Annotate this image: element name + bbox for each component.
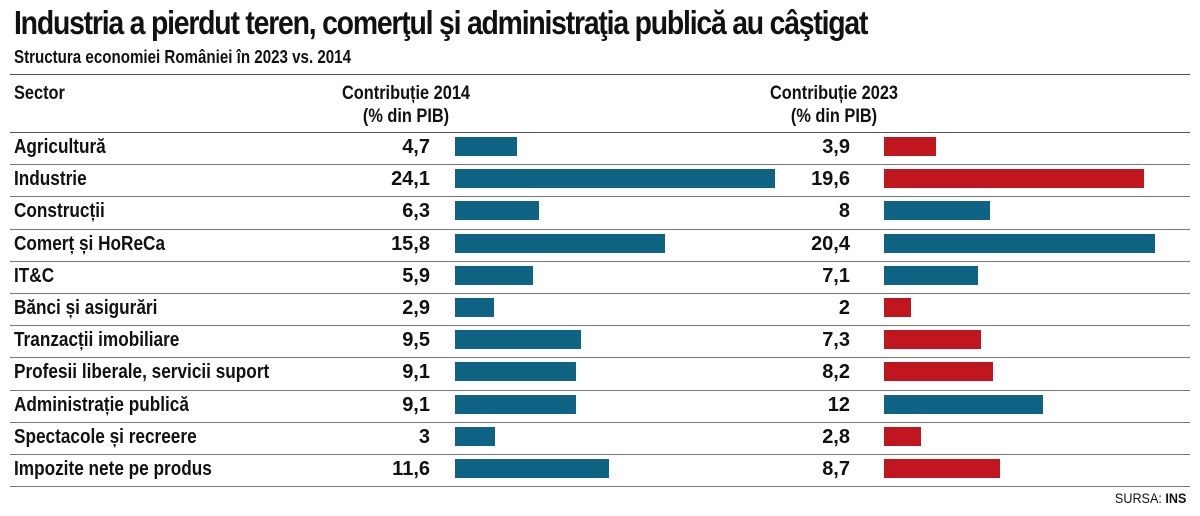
value-2023: 2 bbox=[838, 297, 850, 319]
value-2023: 19,6 bbox=[811, 168, 850, 191]
sector-label: Profesii liberale, servicii suport bbox=[14, 361, 270, 384]
header-2023-line1: Contribuție 2023 bbox=[769, 83, 899, 104]
sector-label: Administrație publică bbox=[14, 393, 189, 416]
chart-title: Industria a pierdut teren, comerţul şi a… bbox=[14, 4, 868, 41]
row-divider bbox=[10, 389, 1190, 391]
bar-2014 bbox=[455, 137, 518, 156]
top-rule bbox=[10, 74, 1190, 75]
sector-label: Impozite nete pe produs bbox=[14, 458, 212, 480]
table-row: IT&C 5,9 7,1 bbox=[10, 262, 1190, 294]
header-2023: Contribuție 2023 (% din PIB) bbox=[748, 82, 920, 128]
value-2023: 8 bbox=[838, 200, 850, 223]
value-2023: 7,3 bbox=[822, 329, 850, 352]
row-divider bbox=[10, 164, 1190, 166]
row-divider bbox=[10, 292, 1190, 294]
table-row: Construcții 6,3 8 bbox=[10, 197, 1190, 230]
bar-2014 bbox=[455, 330, 582, 350]
sector-label: Comerț și HoReCa bbox=[14, 232, 166, 255]
chart-subtitle: Structura economiei României în 2023 vs.… bbox=[14, 47, 351, 67]
header-2014-line1: Contribuție 2014 bbox=[341, 83, 471, 104]
source-note: SURSA: INS bbox=[1115, 490, 1186, 506]
sector-label: IT&C bbox=[14, 264, 55, 287]
value-2014: 15,8 bbox=[391, 232, 430, 255]
bar-2014 bbox=[455, 362, 576, 382]
value-2023: 20,4 bbox=[811, 232, 850, 255]
header-2014: Contribuție 2014 (% din PIB) bbox=[320, 82, 492, 128]
row-divider bbox=[10, 486, 1190, 488]
value-2014: 9,1 bbox=[402, 361, 430, 384]
bar-2014 bbox=[455, 298, 494, 317]
header-2023-line2: (% din PIB) bbox=[790, 106, 878, 127]
value-2014: 24,1 bbox=[391, 168, 430, 191]
value-2023: 8,2 bbox=[822, 361, 850, 384]
bar-2023 bbox=[884, 459, 1000, 478]
table-row: Impozite nete pe produs 11,6 8,7 bbox=[10, 455, 1190, 488]
row-divider bbox=[10, 196, 1190, 198]
sector-label: Industrie bbox=[14, 168, 87, 191]
bar-2014 bbox=[455, 169, 775, 189]
sector-label: Tranzacții imobiliare bbox=[14, 329, 180, 352]
row-divider bbox=[10, 260, 1190, 262]
bar-2023 bbox=[884, 298, 911, 317]
bar-2014 bbox=[455, 201, 539, 221]
value-2014: 5,9 bbox=[402, 264, 430, 287]
value-2014: 9,5 bbox=[402, 329, 430, 352]
bar-2023 bbox=[884, 137, 936, 156]
value-2023: 3,9 bbox=[822, 136, 850, 158]
bar-2014 bbox=[455, 394, 576, 414]
table-row: Tranzacții imobiliare 9,5 7,3 bbox=[10, 326, 1190, 359]
value-2023: 12 bbox=[827, 393, 850, 416]
table-row: Bănci și asigurări 2,9 2 bbox=[10, 294, 1190, 327]
value-2014: 6,3 bbox=[402, 200, 430, 223]
value-2014: 2,9 bbox=[402, 297, 430, 319]
bar-2023 bbox=[884, 426, 922, 446]
bar-2014 bbox=[455, 265, 534, 285]
header-2014-line2: (% din PIB) bbox=[362, 106, 450, 127]
row-divider bbox=[10, 228, 1190, 230]
sector-label: Spectacole și recreere bbox=[14, 425, 197, 448]
bar-2023 bbox=[884, 362, 993, 382]
value-2023: 8,7 bbox=[822, 458, 850, 480]
row-divider bbox=[10, 357, 1190, 359]
bar-2023 bbox=[884, 201, 991, 221]
value-2014: 11,6 bbox=[392, 458, 430, 480]
table-row: Spectacole și recreere 3 2,8 bbox=[10, 423, 1190, 455]
row-divider bbox=[10, 325, 1190, 327]
sector-label: Agricultură bbox=[14, 136, 106, 158]
bar-2023 bbox=[884, 394, 1044, 414]
table-row: Agricultură 4,7 3,9 bbox=[10, 133, 1190, 166]
value-2014: 3 bbox=[418, 425, 430, 448]
table-row: Comerț și HoReCa 15,8 20,4 bbox=[10, 230, 1190, 262]
table-row: Profesii liberale, servicii suport 9,1 8,2 bbox=[10, 358, 1190, 391]
row-divider bbox=[10, 453, 1190, 455]
value-2014: 4,7 bbox=[402, 136, 430, 158]
bar-2014 bbox=[455, 233, 665, 253]
value-2023: 2,8 bbox=[822, 425, 850, 448]
sector-label: Construcții bbox=[14, 200, 105, 223]
value-2023: 7,1 bbox=[822, 264, 850, 287]
table-row: Industrie 24,1 19,6 bbox=[10, 165, 1190, 198]
bar-2023 bbox=[884, 330, 981, 350]
bar-2014 bbox=[455, 426, 495, 446]
header-rule bbox=[10, 132, 1190, 133]
sector-label: Bănci și asigurări bbox=[14, 297, 158, 319]
bar-2014 bbox=[455, 459, 610, 478]
row-divider bbox=[10, 421, 1190, 423]
value-2014: 9,1 bbox=[402, 393, 430, 416]
source-label: SURSA: bbox=[1114, 490, 1165, 506]
source-value: INS bbox=[1164, 490, 1186, 506]
header-sector: Sector bbox=[14, 83, 65, 104]
bar-2023 bbox=[884, 169, 1145, 189]
bar-2023 bbox=[884, 233, 1155, 253]
table-row: Administrație publică 9,1 12 bbox=[10, 391, 1190, 423]
bar-2023 bbox=[884, 265, 979, 285]
